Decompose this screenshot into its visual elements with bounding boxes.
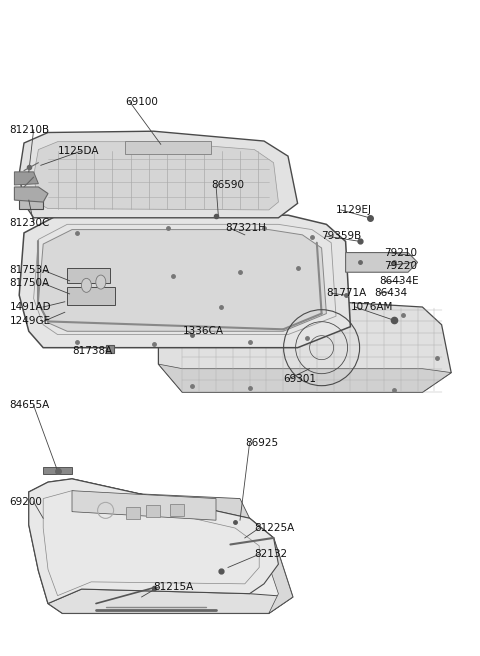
Text: 81753A: 81753A xyxy=(10,265,50,276)
Text: 86434E: 86434E xyxy=(379,276,419,286)
Bar xyxy=(145,505,159,518)
Text: 1129EJ: 1129EJ xyxy=(336,205,372,215)
Text: 81771A: 81771A xyxy=(326,288,367,298)
Polygon shape xyxy=(43,467,72,474)
Bar xyxy=(169,504,183,516)
Text: 82132: 82132 xyxy=(254,549,288,560)
Polygon shape xyxy=(19,131,298,218)
Text: 69301: 69301 xyxy=(283,374,316,384)
Polygon shape xyxy=(158,364,451,392)
Text: 87321H: 87321H xyxy=(226,223,266,234)
Polygon shape xyxy=(14,187,48,202)
Polygon shape xyxy=(158,298,451,392)
Polygon shape xyxy=(250,518,293,613)
Polygon shape xyxy=(38,230,326,331)
Text: 81738A: 81738A xyxy=(72,346,112,356)
Polygon shape xyxy=(67,268,110,283)
Polygon shape xyxy=(29,479,278,604)
Polygon shape xyxy=(19,195,43,209)
Text: 69200: 69200 xyxy=(10,497,42,507)
Polygon shape xyxy=(29,479,250,518)
Text: 1336CA: 1336CA xyxy=(182,326,223,337)
Polygon shape xyxy=(34,142,278,210)
Text: 1249GE: 1249GE xyxy=(10,316,51,327)
Text: 86590: 86590 xyxy=(211,180,244,190)
Text: 79220: 79220 xyxy=(384,260,417,271)
Text: 1076AM: 1076AM xyxy=(350,302,393,312)
Text: 1491AD: 1491AD xyxy=(10,302,51,312)
Text: 84655A: 84655A xyxy=(10,400,50,411)
Ellipse shape xyxy=(82,278,91,293)
Polygon shape xyxy=(67,287,115,305)
Bar xyxy=(107,345,114,353)
Text: 81210B: 81210B xyxy=(10,125,50,135)
Polygon shape xyxy=(48,589,293,613)
Text: 79359B: 79359B xyxy=(322,231,362,241)
Text: 79210: 79210 xyxy=(384,247,417,258)
Polygon shape xyxy=(346,253,418,272)
Ellipse shape xyxy=(96,275,106,289)
Polygon shape xyxy=(29,479,293,613)
Text: 81215A: 81215A xyxy=(154,582,194,592)
Polygon shape xyxy=(125,141,211,154)
Polygon shape xyxy=(14,172,38,185)
Text: 86434: 86434 xyxy=(374,288,408,298)
Text: 81750A: 81750A xyxy=(10,278,50,289)
Text: 81230C: 81230C xyxy=(10,218,50,228)
Text: 1125DA: 1125DA xyxy=(58,146,99,156)
Text: 81225A: 81225A xyxy=(254,523,295,533)
Polygon shape xyxy=(19,215,350,348)
Text: 86925: 86925 xyxy=(245,438,278,448)
Text: 69100: 69100 xyxy=(125,96,157,107)
Bar xyxy=(126,506,140,519)
Polygon shape xyxy=(72,491,216,520)
